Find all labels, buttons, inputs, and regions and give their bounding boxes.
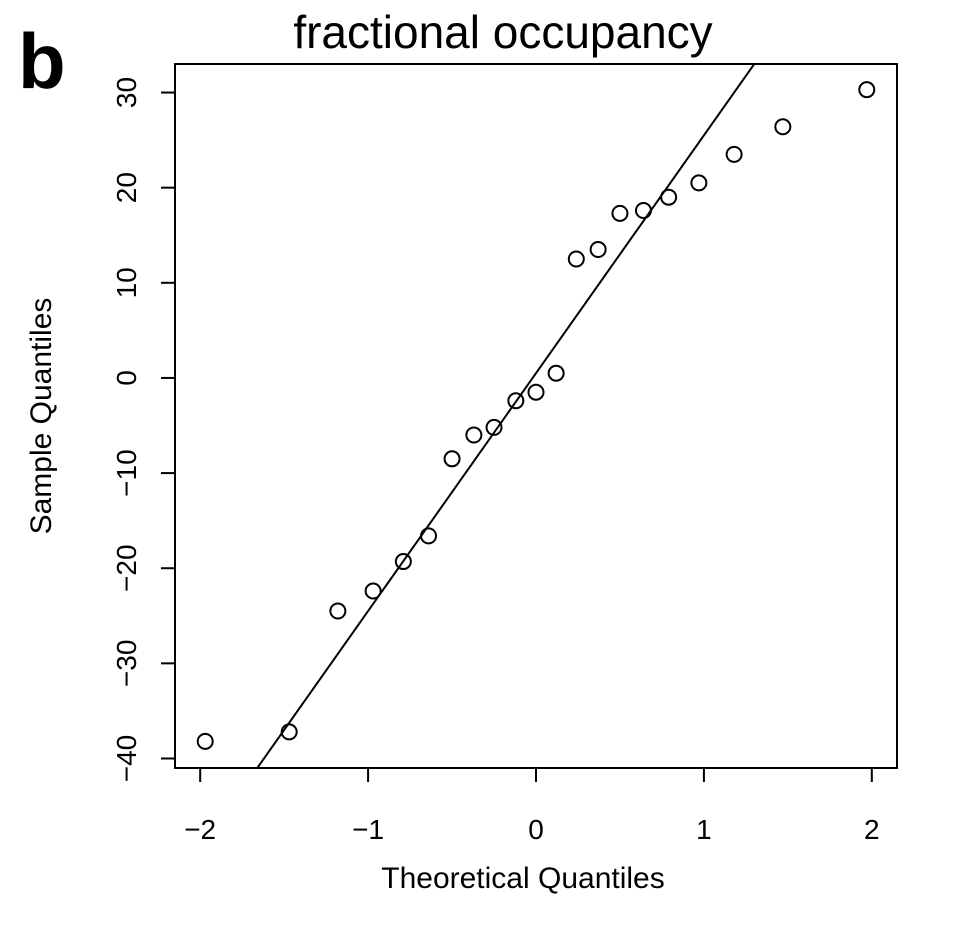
data-point <box>660 188 678 206</box>
data-point <box>420 527 438 545</box>
data-point <box>394 553 412 571</box>
data-point <box>690 174 708 192</box>
data-point <box>364 582 382 600</box>
data-point <box>280 723 298 741</box>
panel-label: b <box>18 17 66 105</box>
x-tick-label: 0 <box>528 814 544 845</box>
y-tick-label: 10 <box>111 267 142 298</box>
data-point <box>634 202 652 220</box>
y-tick-label: −10 <box>111 449 142 497</box>
data-point <box>443 450 461 468</box>
chart-title: fractional occupancy <box>293 6 712 58</box>
plot-frame <box>174 63 898 769</box>
data-point <box>465 426 483 444</box>
data-point <box>611 204 629 222</box>
y-tick-label: 30 <box>111 77 142 108</box>
y-tick-label: −20 <box>111 544 142 592</box>
x-tick-label: −2 <box>184 814 216 845</box>
y-tick-label: −30 <box>111 640 142 688</box>
data-point <box>329 602 347 620</box>
qq-reference-line <box>256 64 756 768</box>
data-point <box>507 392 525 410</box>
data-point <box>858 81 876 99</box>
y-tick-label: −40 <box>111 735 142 783</box>
x-tick-label: −1 <box>352 814 384 845</box>
y-tick-label: 0 <box>111 370 142 386</box>
x-tick-label: 1 <box>696 814 712 845</box>
data-point <box>196 732 214 750</box>
data-point <box>589 241 607 259</box>
data-point <box>527 383 545 401</box>
data-point <box>567 250 585 268</box>
data-point <box>774 118 792 136</box>
y-tick-label: 20 <box>111 172 142 203</box>
data-point <box>725 145 743 163</box>
data-point <box>547 364 565 382</box>
x-tick-label: 2 <box>864 814 880 845</box>
data-point <box>485 418 503 436</box>
y-axis-label: Sample Quantiles <box>25 298 58 535</box>
x-axis-label: Theoretical Quantiles <box>381 862 664 895</box>
